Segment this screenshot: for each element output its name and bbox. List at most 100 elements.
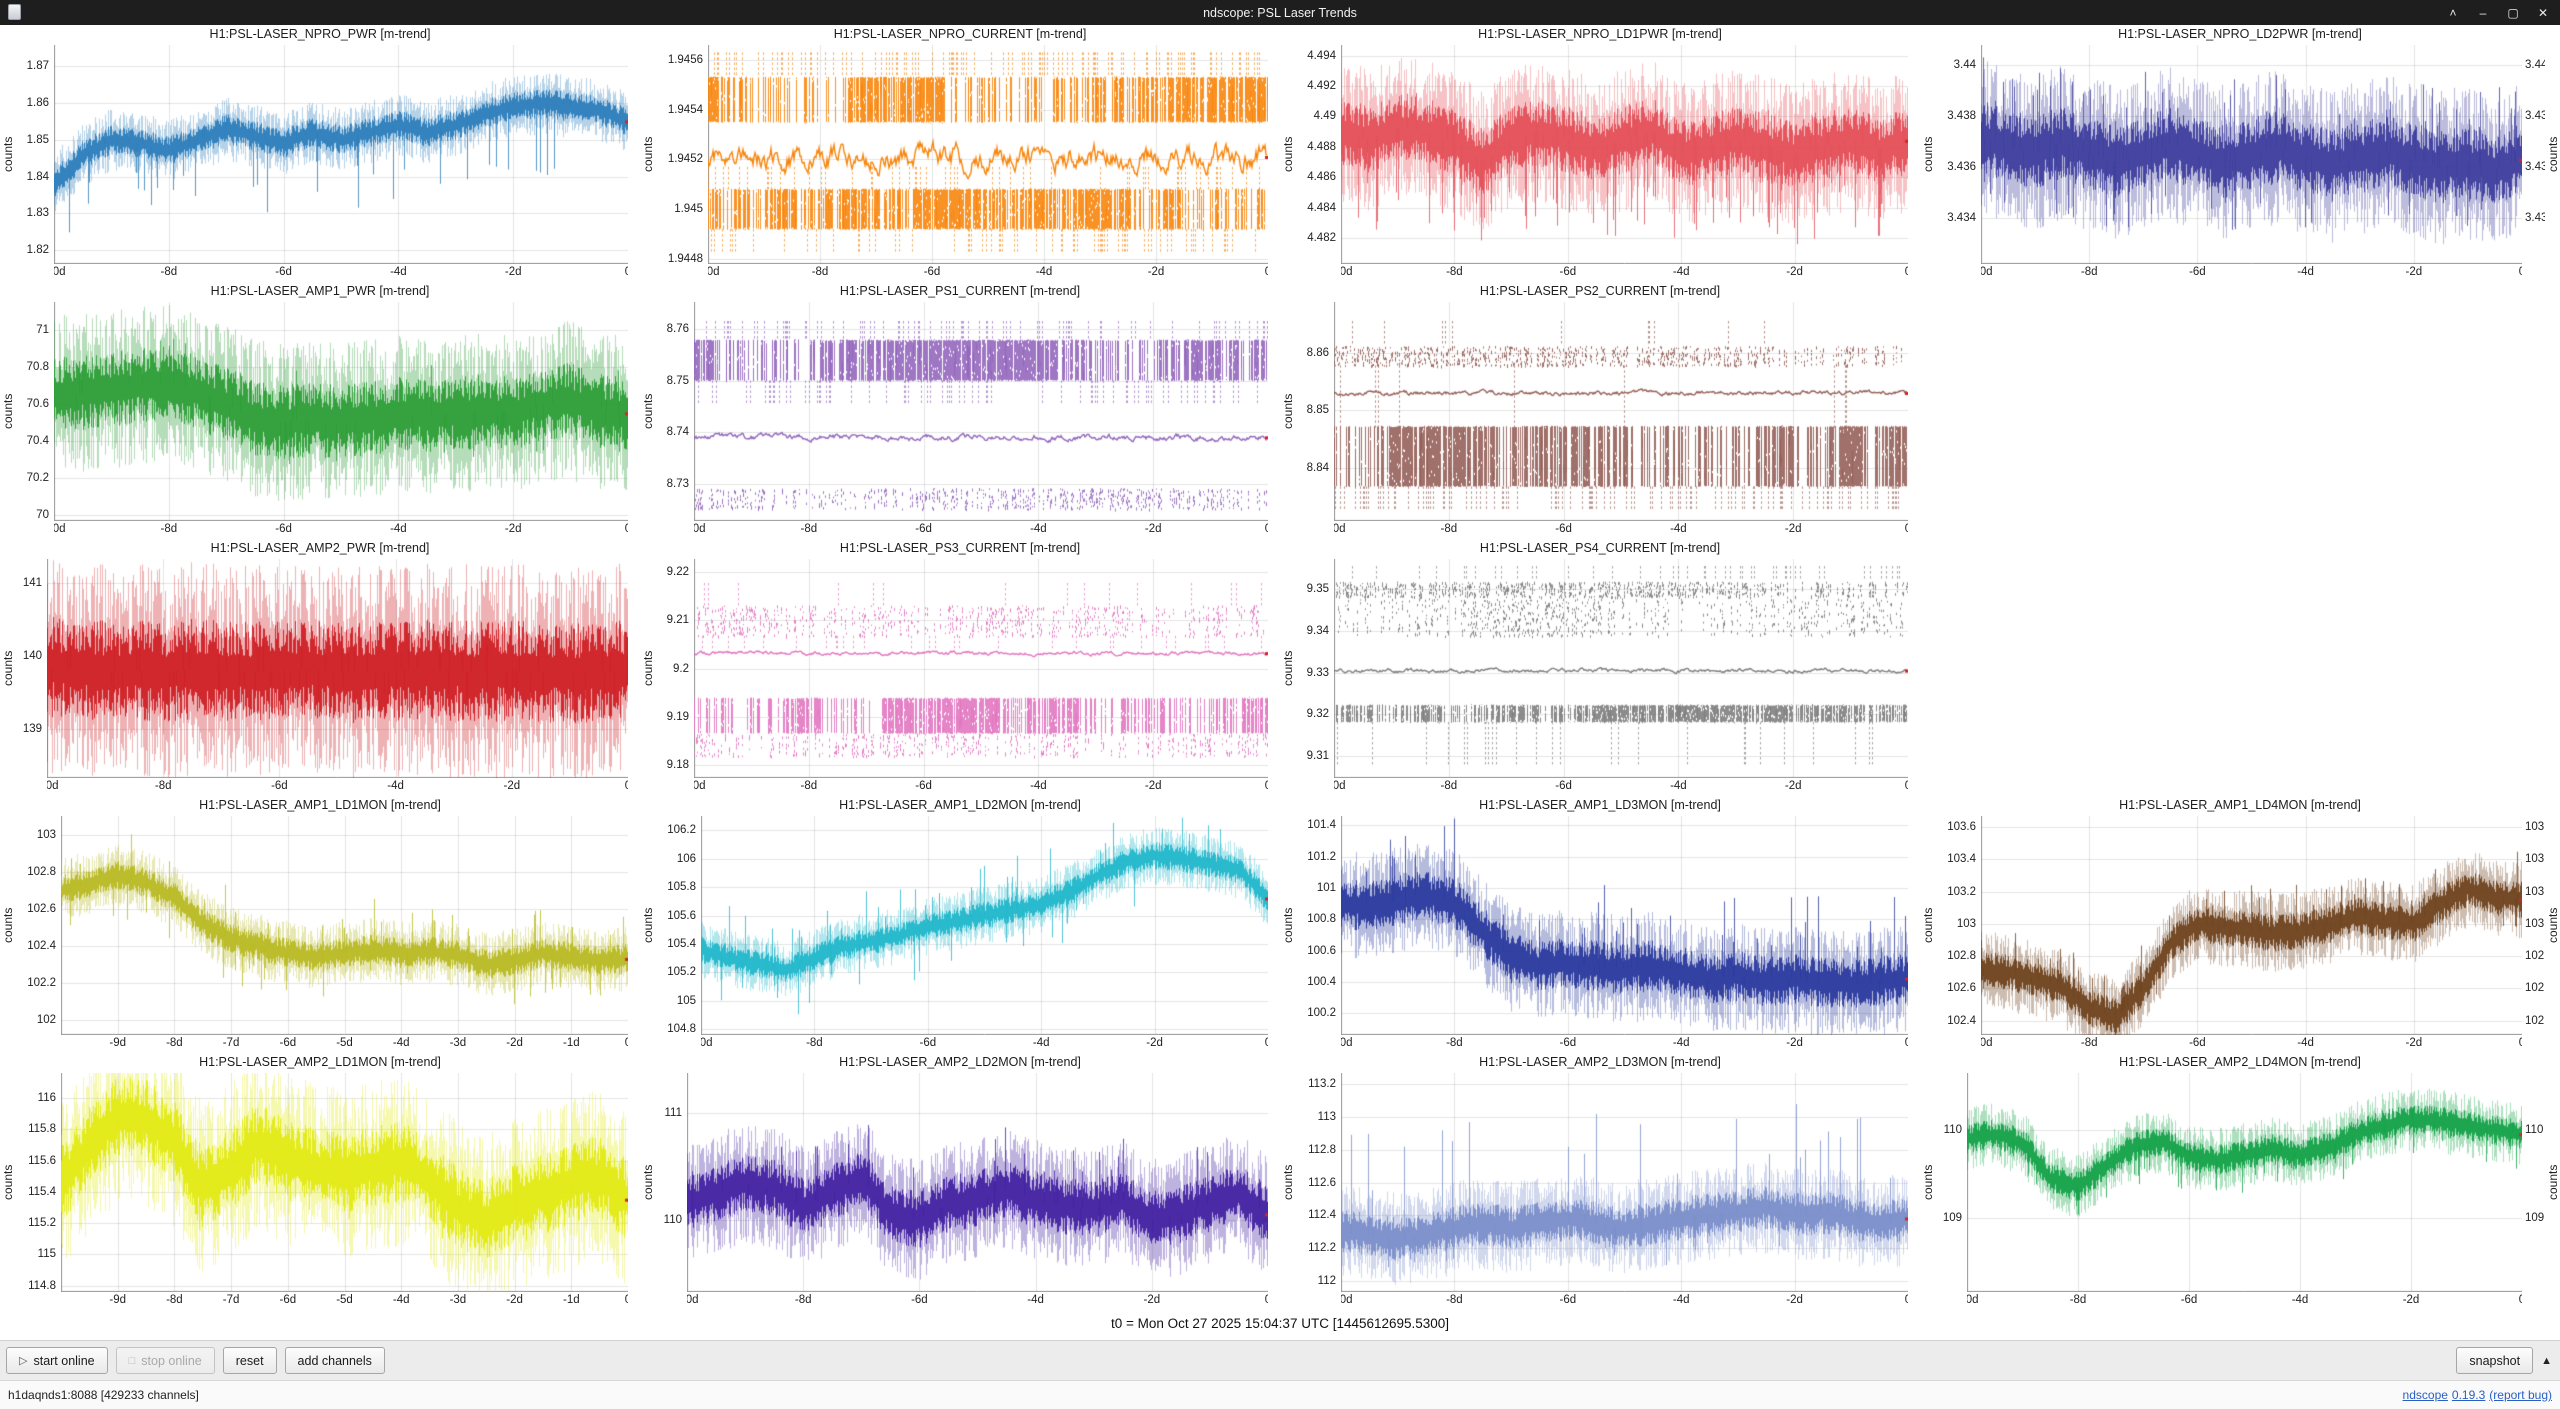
report-bug-link[interactable]: (report bug) — [2489, 1388, 2552, 1402]
x-tick-label: -8d — [2069, 1294, 2087, 1306]
close-icon[interactable]: ✕ — [2537, 5, 2549, 20]
expand-arrow-icon[interactable]: ▲ — [2541, 1354, 2552, 1367]
y-tick-label-right: 3.434 — [2525, 212, 2545, 225]
plot-canvas[interactable] — [1341, 1073, 1908, 1292]
y-tick-label: 100.4 — [1307, 975, 1336, 988]
y-tick-label: 106 — [676, 852, 696, 865]
y-tick-label: 9.35 — [1306, 583, 1329, 596]
x-tick-label: -2d — [504, 523, 522, 535]
status-bar: h1daqnds1:8088 [429233 channels] ndscope… — [0, 1380, 2560, 1409]
plot-title: H1:PSL-LASER_NPRO_CURRENT [m-trend] — [833, 27, 1087, 41]
x-tick-label: -2d — [2402, 1294, 2420, 1306]
x-tick-label: -4d — [1670, 780, 1687, 792]
x-tick-label: -7d — [222, 1294, 240, 1306]
y-tick-label: 113.2 — [1308, 1078, 1336, 1091]
x-tick-label: -10d — [694, 523, 706, 535]
add-channels-button[interactable]: add channels — [284, 1347, 385, 1374]
x-tick-label: -8d — [160, 266, 178, 278]
x-tick-label: -8d — [2080, 1037, 2098, 1049]
plot-title: H1:PSL-LASER_PS2_CURRENT [m-trend] — [1479, 284, 1721, 298]
x-tick-label: -10d — [1341, 266, 1353, 278]
y-tick-label: 71 — [36, 323, 49, 336]
x-tick-label: 0 — [1905, 1294, 1908, 1306]
snapshot-button[interactable]: snapshot — [2456, 1347, 2534, 1374]
plot-title: H1:PSL-LASER_PS3_CURRENT [m-trend] — [839, 541, 1081, 555]
x-tick-label: -8d — [160, 523, 178, 535]
y-tick-label: 4.488 — [1307, 140, 1336, 153]
plot-canvas[interactable] — [1334, 302, 1908, 521]
plot-canvas[interactable] — [708, 45, 1268, 264]
x-tick-label: -2d — [2405, 1037, 2423, 1049]
plot-canvas[interactable] — [61, 816, 628, 1035]
x-axis-ticks: -10d -8d -6d -4d -2d 0 — [708, 265, 1268, 282]
y-tick-label: 115.6 — [28, 1154, 56, 1167]
y-tick-label: 141 — [22, 577, 42, 590]
x-tick-label: -6d — [1559, 266, 1577, 278]
y-tick-label: 8.73 — [666, 477, 689, 490]
plot-canvas[interactable] — [701, 816, 1268, 1035]
plot-canvas[interactable] — [694, 559, 1268, 778]
y-tick-label: 9.32 — [1306, 708, 1329, 721]
plot-title: H1:PSL-LASER_AMP2_LD3MON [m-trend] — [1479, 1055, 1721, 1069]
plot-canvas[interactable] — [1341, 45, 1908, 264]
x-tick-label: 0 — [1265, 1037, 1268, 1049]
stop-online-button[interactable]: □ stop online — [115, 1347, 215, 1374]
plot-canvas[interactable] — [54, 45, 628, 264]
x-tick-label: -10d — [1981, 266, 1993, 278]
y-tick-label: 103 — [36, 828, 56, 841]
play-icon: ▷ — [19, 1355, 28, 1367]
version-link[interactable]: 0.19.3 — [2451, 1388, 2486, 1402]
plot-title: H1:PSL-LASER_NPRO_PWR [m-trend] — [209, 27, 431, 41]
maximize-icon[interactable]: ▢ — [2507, 5, 2519, 20]
right-axis-ticks: 102.4 102.6 102.8 103 103.2 103.4 103.6 — [2525, 816, 2545, 1035]
snapshot-label: snapshot — [2469, 1353, 2521, 1368]
start-online-button[interactable]: ▷ start online — [6, 1347, 108, 1374]
plot-npro-ld1pwr: H1:PSL-LASER_NPRO_LD1PWR [m-trend] counts… — [1280, 25, 1920, 282]
plot-canvas[interactable] — [61, 1073, 628, 1292]
y-tick-label-right: 110 — [2525, 1123, 2544, 1136]
plot-canvas[interactable] — [687, 1073, 1268, 1292]
x-axis-ticks: -10d -8d -6d -4d -2d 0 — [1341, 265, 1908, 282]
y-tick-label: 9.31 — [1306, 750, 1329, 763]
y-tick-label: 70.8 — [26, 360, 49, 373]
plot-canvas[interactable] — [1981, 816, 2522, 1035]
y-tick-label: 102.4 — [27, 939, 56, 952]
plot-canvas[interactable] — [694, 302, 1268, 521]
keep-above-icon[interactable]: ˄ — [2449, 5, 2457, 20]
y-tick-label: 1.82 — [26, 244, 49, 257]
x-tick-label: -4d — [1672, 1037, 1690, 1049]
plot-title: H1:PSL-LASER_AMP1_PWR [m-trend] — [210, 284, 430, 298]
plot-canvas[interactable] — [1967, 1073, 2522, 1292]
y-tick-label: 105.6 — [667, 909, 696, 922]
ndscope-link[interactable]: ndscope — [2402, 1388, 2448, 1402]
x-tick-label: 0 — [1265, 266, 1268, 278]
y-tick-label: 8.85 — [1306, 404, 1329, 417]
x-tick-label: -5d — [336, 1037, 353, 1049]
x-tick-label: -4d — [1027, 1294, 1044, 1306]
y-tick-label: 1.945 — [674, 203, 703, 216]
reset-button[interactable]: reset — [222, 1347, 277, 1374]
minimize-icon[interactable]: – — [2479, 5, 2487, 20]
x-tick-label: -8d — [166, 1294, 183, 1306]
plot-canvas[interactable] — [47, 559, 628, 778]
x-tick-label: -6d — [1559, 1294, 1577, 1306]
plot-canvas[interactable] — [1341, 816, 1908, 1035]
y-tick-label: 112.4 — [1308, 1209, 1336, 1222]
plot-canvas[interactable] — [54, 302, 628, 521]
plot-canvas[interactable] — [1981, 45, 2522, 264]
y-tick-label: 112.6 — [1308, 1176, 1336, 1189]
x-tick-label: -10d — [54, 266, 66, 278]
x-tick-label: -6d — [919, 1037, 937, 1049]
x-tick-label: -2d — [506, 1037, 523, 1049]
x-tick-label: 0 — [1905, 1037, 1908, 1049]
x-tick-label: -6d — [279, 1294, 297, 1306]
y-axis-label: counts — [1, 650, 15, 687]
plot-npro-pwr: H1:PSL-LASER_NPRO_PWR [m-trend] counts 1.8… — [0, 25, 640, 282]
x-tick-label: -6d — [915, 780, 932, 792]
plot-title: H1:PSL-LASER_AMP2_LD4MON [m-trend] — [2119, 1055, 2361, 1069]
y-tick-label: 104.8 — [667, 1023, 696, 1036]
y-tick-label: 8.75 — [666, 374, 689, 387]
plot-canvas[interactable] — [1334, 559, 1908, 778]
y-axis-label-right: counts — [2546, 907, 2560, 944]
y-tick-label: 1.85 — [26, 133, 49, 146]
